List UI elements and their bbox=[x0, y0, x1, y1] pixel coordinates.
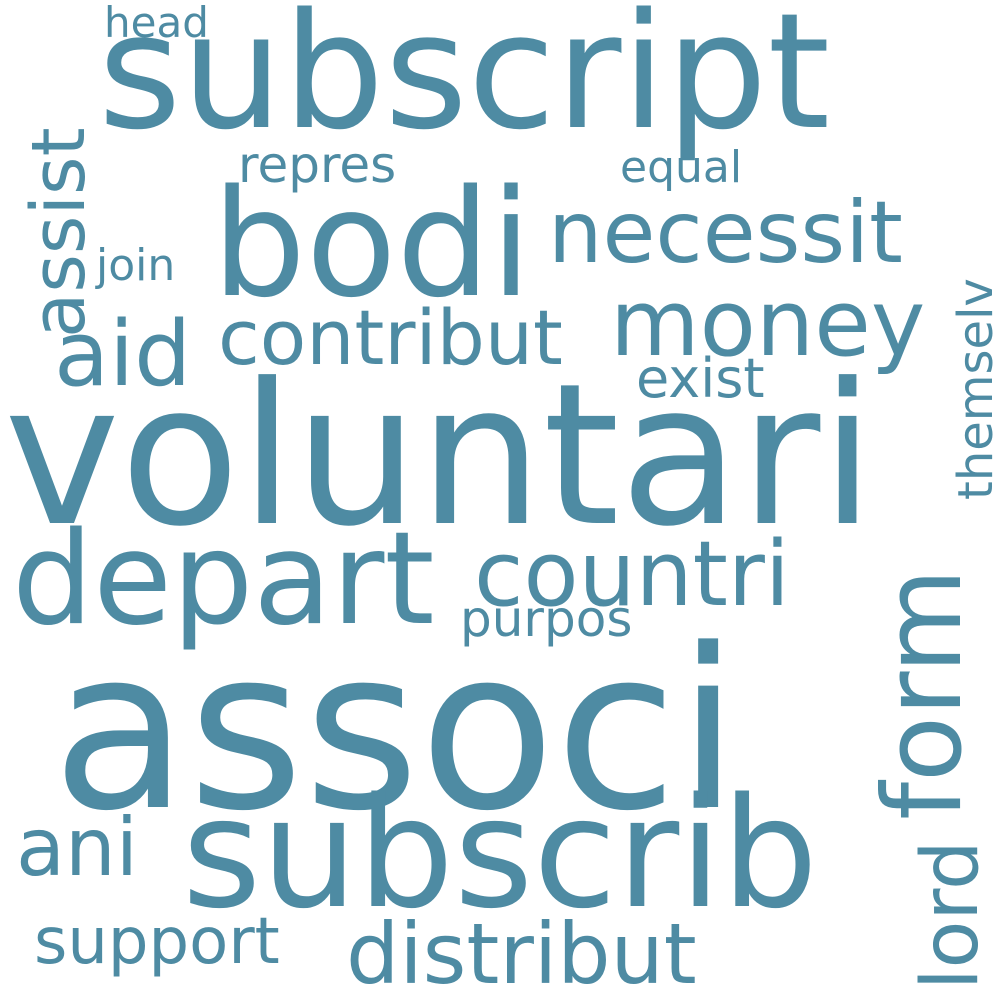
word-subscrib: subscrib bbox=[182, 765, 818, 942]
word-voluntari: voluntari bbox=[4, 342, 875, 570]
word-equal: equal bbox=[620, 142, 743, 193]
word-purpos: purpos bbox=[460, 590, 633, 648]
word-necessit: necessit bbox=[548, 183, 903, 283]
word-subscript: subscript bbox=[98, 0, 831, 165]
word-head: head bbox=[104, 0, 209, 47]
word-join: join bbox=[96, 240, 176, 291]
word-form: form bbox=[861, 568, 986, 820]
word-exist: exist bbox=[636, 347, 765, 410]
word-ani: ani bbox=[16, 801, 138, 894]
word-lord: lord bbox=[906, 840, 996, 990]
word-money: money bbox=[610, 270, 926, 377]
word-contribut: contribut bbox=[218, 293, 563, 382]
word-bodi: bodi bbox=[212, 158, 532, 330]
word-themselv: themselv bbox=[948, 278, 1000, 500]
word-support: support bbox=[34, 905, 280, 979]
word-countri: countri bbox=[474, 522, 790, 627]
word-associ: associ bbox=[52, 602, 739, 860]
word-repres: repres bbox=[238, 136, 397, 194]
word-distribut: distribut bbox=[346, 905, 697, 1000]
word-depart: depart bbox=[12, 505, 435, 654]
word-aid: aid bbox=[54, 302, 192, 407]
